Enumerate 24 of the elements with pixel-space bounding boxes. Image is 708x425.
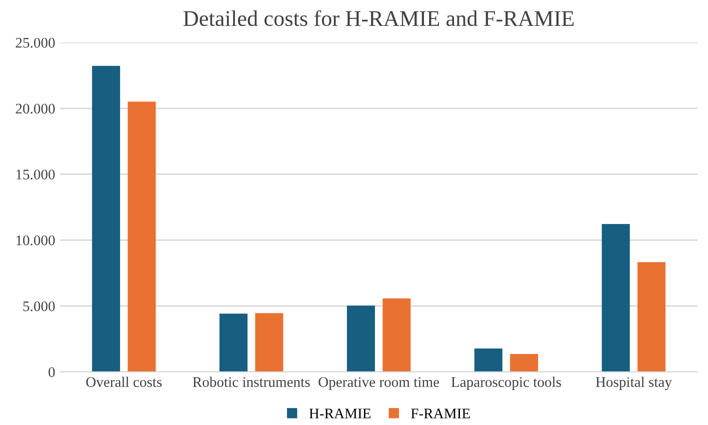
bar xyxy=(474,348,502,372)
y-tick-label: 20.000 xyxy=(16,104,55,114)
bar xyxy=(510,354,538,372)
bar xyxy=(382,298,411,372)
y-tick-label: 15.000 xyxy=(16,170,55,180)
y-tick-label: 0 xyxy=(48,367,55,378)
bar xyxy=(602,224,630,372)
chart-title: Detailed costs for H-RAMIE and F-RAMIE xyxy=(183,10,574,26)
y-tick-label: 25.000 xyxy=(16,38,55,48)
x-tick-label: Hospital stay xyxy=(596,376,672,390)
legend-label: F-RAMIE xyxy=(411,408,470,418)
x-tick-label: Robotic instruments xyxy=(192,376,310,387)
bar xyxy=(255,313,284,372)
bar xyxy=(92,66,120,372)
x-tick-label: Laparoscopic tools xyxy=(451,376,561,390)
bar xyxy=(346,306,375,372)
x-tick-label: Operative room time xyxy=(318,377,440,390)
legend-label: H-RAMIE xyxy=(309,408,371,418)
x-tick-label: Overall costs xyxy=(86,376,162,387)
y-tick-label: 10.000 xyxy=(16,235,55,246)
y-tick-label: 5.000 xyxy=(23,301,55,312)
bar xyxy=(128,102,156,372)
bar xyxy=(637,262,666,372)
bar xyxy=(219,314,248,372)
